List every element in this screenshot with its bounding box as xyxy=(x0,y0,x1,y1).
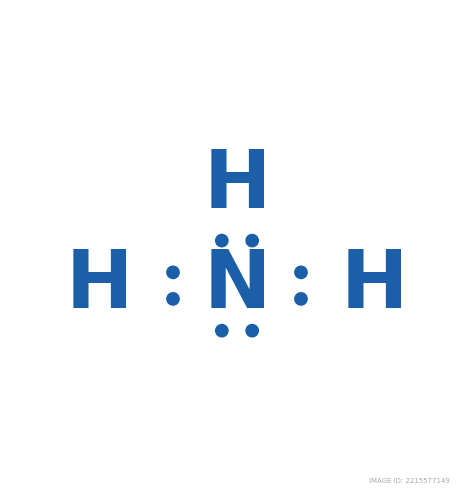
Circle shape xyxy=(295,293,307,305)
Text: shutterstock•: shutterstock• xyxy=(24,477,143,492)
Circle shape xyxy=(216,234,228,247)
Text: H: H xyxy=(341,246,408,324)
Text: H: H xyxy=(203,147,271,225)
Text: Lewis Structure of Ammonia: Lewis Structure of Ammonia xyxy=(0,26,474,59)
Circle shape xyxy=(295,266,307,279)
Circle shape xyxy=(167,293,179,305)
Text: N: N xyxy=(203,246,271,324)
Text: IMAGE ID: 2215577149: IMAGE ID: 2215577149 xyxy=(369,478,450,484)
Circle shape xyxy=(167,266,179,279)
Circle shape xyxy=(246,324,258,337)
Circle shape xyxy=(216,324,228,337)
Circle shape xyxy=(246,234,258,247)
Text: H: H xyxy=(66,246,133,324)
